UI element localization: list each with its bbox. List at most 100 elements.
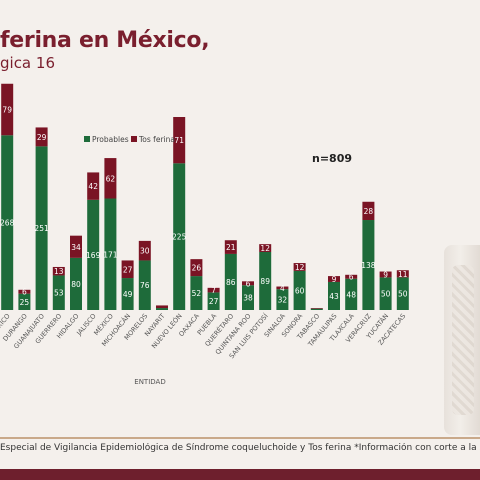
- bar-probables: [156, 308, 168, 310]
- bar-tos-ferina: [310, 308, 323, 309]
- bar-probables: [1, 135, 14, 310]
- bar-probables: [224, 253, 237, 310]
- value-label-probables: 251: [34, 224, 49, 233]
- bar-probables: [396, 277, 409, 310]
- bar-tos-ferina: [328, 276, 340, 282]
- x-tick-label: MÉXICO: [0, 312, 12, 338]
- value-label-tos-ferina: 30: [140, 247, 150, 256]
- bar-tos-ferina: [293, 263, 306, 271]
- value-label-tos-ferina: 26: [192, 264, 202, 273]
- value-label-tos-ferina: 29: [37, 133, 47, 142]
- value-label-tos-ferina: 79: [2, 106, 12, 115]
- bar-tos-ferina: [70, 235, 82, 258]
- value-label-tos-ferina: 71: [174, 136, 184, 145]
- bar-probables: [345, 278, 358, 310]
- bar-probables: [242, 285, 254, 310]
- bar-probables: [259, 251, 272, 310]
- bar-probables: [121, 278, 134, 310]
- value-label-tos-ferina: 13: [54, 267, 64, 276]
- legend-swatch-probables: [84, 136, 90, 142]
- bar-probables: [293, 270, 306, 310]
- value-label-tos-ferina: 27: [123, 265, 133, 274]
- bar-probables: [379, 277, 392, 310]
- bar-tos-ferina: [242, 281, 254, 286]
- footer-source-note: Especial de Vigilancia Epidemiológica de…: [0, 443, 480, 453]
- bar-probables: [35, 146, 48, 310]
- bar-tos-ferina: [362, 201, 375, 221]
- legend-label-tos-ferina: Tos ferina: [138, 135, 175, 144]
- bar-tos-ferina: [87, 172, 100, 200]
- bar-tos-ferina: [173, 117, 186, 164]
- value-label-tos-ferina: 9: [332, 275, 337, 284]
- bar-tos-ferina: [276, 286, 289, 290]
- decorative-graphic: [444, 245, 480, 435]
- bar-probables: [18, 293, 31, 310]
- value-label-probables: 50: [381, 290, 391, 299]
- value-label-probables: 48: [346, 290, 356, 299]
- bar-probables: [207, 292, 220, 310]
- bar-tos-ferina: [190, 259, 203, 277]
- value-label-tos-ferina: 6: [349, 273, 354, 282]
- value-label-probables: 76: [140, 281, 150, 290]
- legend-label-probables: Probables: [92, 135, 129, 144]
- bar-tos-ferina: [259, 244, 272, 252]
- footer-divider: [0, 437, 480, 439]
- bar-probables: [52, 275, 65, 310]
- bar-tos-ferina: [396, 270, 409, 278]
- value-label-probables: 169: [86, 251, 101, 260]
- value-label-tos-ferina: 42: [88, 182, 98, 191]
- value-label-tos-ferina: 9: [383, 270, 388, 279]
- page-subtitle: gica 16: [0, 54, 55, 72]
- bar-probables: [310, 308, 323, 310]
- value-label-tos-ferina: 12: [295, 263, 305, 272]
- value-label-probables: 225: [172, 233, 187, 242]
- value-label-probables: 43: [329, 292, 339, 301]
- value-label-tos-ferina: 28: [364, 207, 374, 216]
- bar-tos-ferina: [104, 158, 117, 199]
- bar-tos-ferina: [121, 260, 134, 279]
- bar-probables: [190, 276, 203, 310]
- bottom-band: [0, 469, 480, 480]
- bar-tos-ferina: [345, 274, 358, 279]
- value-label-tos-ferina: 12: [260, 244, 270, 253]
- legend-swatch-tos-ferina: [131, 136, 137, 142]
- bar-tos-ferina: [379, 271, 392, 278]
- bar-probables: [362, 220, 375, 310]
- bar-tos-ferina: [138, 240, 151, 261]
- bar-tos-ferina: [1, 83, 14, 136]
- value-label-tos-ferina: 62: [106, 174, 116, 183]
- value-label-tos-ferina: 34: [71, 243, 81, 252]
- value-label-probables: 32: [278, 296, 288, 305]
- value-label-probables: 80: [71, 280, 81, 289]
- bar-probables: [138, 260, 151, 310]
- value-label-probables: 138: [361, 261, 376, 270]
- value-label-tos-ferina: 6: [22, 288, 27, 297]
- bar-probables: [70, 257, 82, 310]
- bar-probables: [328, 281, 340, 310]
- value-label-tos-ferina: 7: [211, 286, 216, 295]
- bar-probables: [87, 199, 100, 310]
- value-label-tos-ferina: 6: [246, 279, 251, 288]
- x-axis-label: ENTIDAD: [134, 378, 165, 386]
- value-label-probables: 27: [209, 297, 219, 306]
- value-label-probables: 86: [226, 278, 236, 287]
- value-label-probables: 53: [54, 289, 64, 298]
- bar-tos-ferina: [18, 289, 31, 294]
- bar-probables: [276, 289, 289, 310]
- value-label-probables: 60: [295, 286, 305, 295]
- value-label-probables: 52: [192, 289, 202, 298]
- bar-tos-ferina: [224, 240, 237, 254]
- value-label-tos-ferina: 4: [280, 284, 285, 293]
- value-label-probables: 171: [103, 250, 118, 259]
- bar-tos-ferina: [156, 305, 168, 309]
- value-label-probables: 49: [123, 290, 133, 299]
- bar-probables: [173, 163, 186, 310]
- bar-tos-ferina: [52, 266, 65, 276]
- chart-annotation: n=809: [312, 152, 352, 165]
- bar-tos-ferina: [35, 127, 48, 147]
- bar-tos-ferina: [207, 287, 220, 293]
- value-label-probables: 38: [243, 294, 253, 303]
- value-label-tos-ferina: 21: [226, 243, 236, 252]
- value-label-probables: 50: [398, 290, 408, 299]
- bar-chart: 1877A26879MÉXICO256DURANGO25129GUANAJUAT…: [0, 83, 409, 386]
